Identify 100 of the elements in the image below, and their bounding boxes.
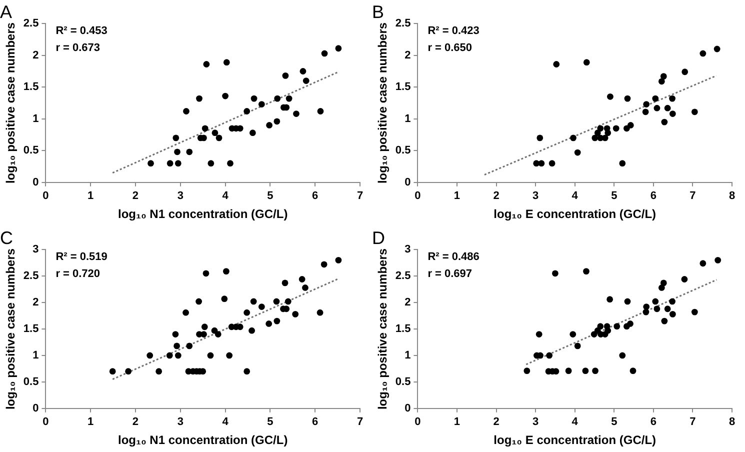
x-tick-label: 3: [532, 416, 539, 428]
point: [602, 134, 608, 142]
x-axis-title: log₁₀ E concentration (GC/L): [494, 207, 656, 222]
x-tick-label: 6: [312, 190, 318, 202]
y-tick-label: 1.5: [23, 323, 39, 336]
y-tick-label: 2: [32, 296, 39, 309]
point: [203, 61, 210, 68]
point: [583, 59, 590, 66]
point: [223, 59, 230, 66]
y-axis-title: log₁₀ positive case numbers: [376, 22, 390, 184]
point: [538, 160, 545, 167]
point: [606, 296, 614, 303]
point: [298, 276, 306, 282]
point: [258, 101, 265, 108]
y-tick-label: 3: [404, 244, 411, 256]
point: [302, 284, 308, 291]
point: [607, 93, 614, 100]
point: [714, 256, 722, 264]
point: [546, 352, 553, 359]
x-tick-label: 6: [650, 416, 656, 428]
y-tick-label: 0: [32, 176, 39, 188]
point: [553, 61, 560, 68]
y-tick-label: 1.5: [395, 81, 411, 94]
y-tick-label: 0: [32, 402, 39, 414]
point: [664, 104, 671, 112]
point: [174, 342, 180, 350]
point: [654, 104, 660, 112]
y-axis-title: log₁₀ positive case numbers: [4, 22, 18, 184]
x-tick-label: 6: [650, 190, 656, 202]
x-tick-label: 8: [728, 416, 736, 428]
x-tick-label: 7: [690, 190, 696, 202]
point: [654, 306, 660, 312]
point: [202, 125, 208, 132]
point: [592, 368, 598, 374]
y-tick-label: 0: [404, 402, 411, 414]
point: [244, 368, 250, 375]
point: [172, 331, 179, 338]
x-tick-label: 4: [222, 416, 230, 428]
x-axis-title: log₁₀ N1 concentration (GC/L): [118, 207, 288, 222]
y-tick-label: 0.5: [23, 376, 39, 388]
x-tick-label: 1: [88, 190, 94, 202]
point: [214, 331, 222, 338]
point: [174, 160, 182, 167]
y-axis-title: log₁₀ positive case numbers: [376, 248, 390, 410]
point: [183, 108, 190, 114]
point: [244, 108, 250, 114]
point: [669, 310, 676, 318]
point: [536, 331, 542, 338]
point: [335, 256, 342, 264]
point: [196, 95, 202, 102]
x-tick-label: 7: [690, 416, 696, 428]
point: [274, 118, 280, 125]
point: [186, 342, 193, 350]
point: [524, 368, 530, 374]
point: [172, 134, 180, 142]
y-tick-label: 1: [404, 350, 411, 362]
point: [320, 261, 328, 268]
annotation: R² = 0.423: [428, 25, 480, 38]
point: [652, 95, 659, 102]
y-tick-label: 1: [404, 112, 411, 125]
point: [300, 68, 306, 74]
chart-title: B: [372, 2, 384, 22]
y-tick-label: 2: [32, 49, 39, 62]
x-tick-label: 4: [572, 416, 579, 428]
point: [552, 270, 558, 277]
annotation: R² = 0.486: [428, 251, 480, 264]
point: [266, 122, 272, 128]
point: [691, 308, 698, 316]
x-tick-label: 4: [222, 190, 230, 202]
x-tick-label: 3: [177, 190, 184, 202]
y-tick-label: 2.5: [23, 18, 39, 30]
point: [174, 148, 180, 156]
point: [681, 276, 688, 282]
point: [227, 160, 234, 167]
x-tick-label: 0: [414, 190, 421, 202]
point: [258, 304, 265, 310]
annotation: r = 0.673: [56, 42, 100, 54]
y-tick-label: 3: [32, 244, 39, 256]
chart-title: A: [0, 2, 12, 22]
point: [266, 320, 272, 327]
y-tick-label: 0.5: [395, 376, 411, 388]
point: [565, 368, 572, 374]
point: [335, 45, 342, 52]
point: [212, 130, 218, 136]
y-tick-label: 2: [404, 296, 411, 309]
x-tick-label: 2: [493, 416, 500, 428]
y-tick-label: 1.5: [395, 323, 411, 336]
point: [125, 368, 132, 375]
point: [286, 95, 292, 102]
x-tick-label: 7: [356, 190, 364, 202]
x-tick-label: 3: [532, 190, 539, 202]
x-tick-label: 7: [356, 416, 364, 428]
point: [583, 268, 590, 275]
point: [619, 160, 626, 167]
point: [196, 298, 202, 305]
point: [669, 95, 676, 102]
y-tick-label: 2.5: [23, 270, 39, 282]
x-tick-label: 2: [132, 416, 139, 428]
annotation: R² = 0.453: [56, 25, 108, 38]
point: [624, 298, 631, 305]
